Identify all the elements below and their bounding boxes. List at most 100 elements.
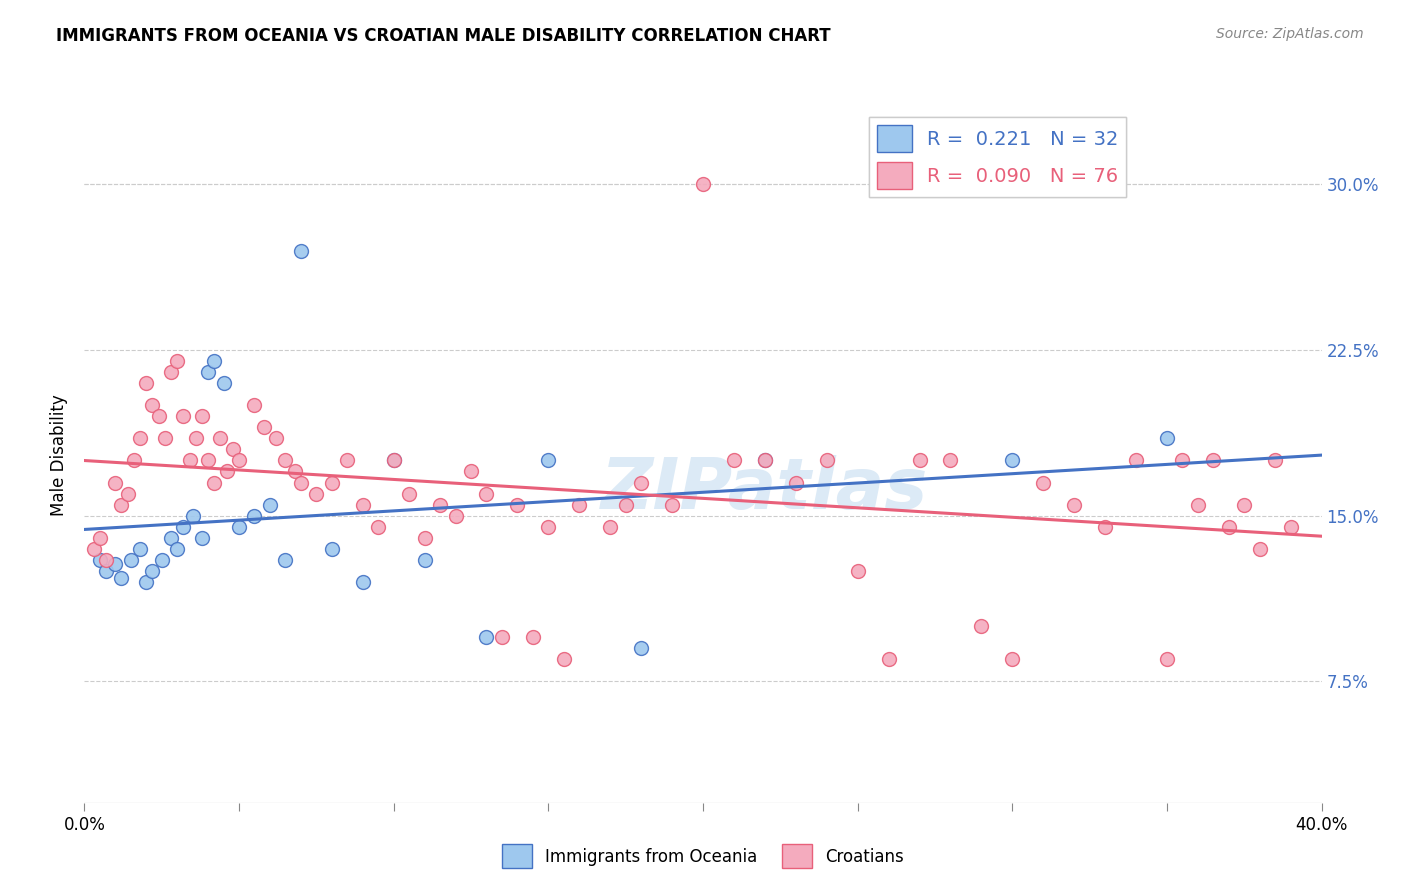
Y-axis label: Male Disability: Male Disability [51, 394, 69, 516]
Point [537, 519, 560, 533]
Point [815, 453, 838, 467]
Point [197, 453, 219, 467]
Point [209, 431, 232, 445]
Point [1094, 519, 1116, 533]
Point [274, 553, 297, 567]
Point [398, 486, 420, 500]
Point [141, 398, 163, 412]
Point [110, 498, 132, 512]
Point [475, 486, 498, 500]
Text: Source: ZipAtlas.com: Source: ZipAtlas.com [1216, 27, 1364, 41]
Point [553, 652, 575, 666]
Point [599, 519, 621, 533]
Point [89, 553, 111, 567]
Point [367, 519, 389, 533]
Point [1249, 541, 1271, 556]
Point [321, 541, 343, 556]
Point [153, 431, 176, 445]
Point [94, 564, 117, 578]
Point [191, 531, 214, 545]
Point [83, 541, 105, 556]
Point [202, 354, 225, 368]
Point [274, 453, 297, 467]
Point [630, 475, 652, 490]
Point [110, 570, 132, 584]
Point [692, 178, 714, 192]
Point [1233, 498, 1256, 512]
Point [382, 453, 405, 467]
Point [215, 465, 238, 479]
Point [1032, 475, 1054, 490]
Point [1218, 519, 1240, 533]
Point [939, 453, 962, 467]
Point [172, 519, 194, 533]
Point [491, 630, 513, 644]
Point [1156, 652, 1178, 666]
Point [181, 508, 204, 523]
Point [413, 531, 436, 545]
Point [150, 553, 173, 567]
Point [129, 541, 152, 556]
Point [172, 409, 194, 424]
Point [160, 531, 183, 545]
Point [429, 498, 451, 512]
Point [284, 465, 307, 479]
Point [846, 564, 869, 578]
Point [120, 553, 142, 567]
Point [228, 453, 250, 467]
Point [522, 630, 544, 644]
Point [475, 630, 498, 644]
Point [117, 486, 139, 500]
Point [506, 498, 529, 512]
Point [197, 365, 219, 379]
Point [352, 574, 374, 589]
Point [970, 619, 993, 633]
Point [122, 453, 145, 467]
Point [877, 652, 900, 666]
Point [290, 244, 312, 258]
Point [290, 475, 312, 490]
Point [253, 420, 276, 434]
Point [321, 475, 343, 490]
Point [179, 453, 201, 467]
Point [1156, 431, 1178, 445]
Point [184, 431, 207, 445]
Point [1001, 652, 1024, 666]
Point [661, 498, 683, 512]
Point [264, 431, 287, 445]
Point [444, 508, 467, 523]
Point [1202, 453, 1225, 467]
Point [754, 453, 776, 467]
Point [166, 541, 188, 556]
Point [413, 553, 436, 567]
Point [1187, 498, 1209, 512]
Point [785, 475, 807, 490]
Legend: R =  0.221   N = 32, R =  0.090   N = 76: R = 0.221 N = 32, R = 0.090 N = 76 [869, 117, 1126, 197]
Point [723, 453, 745, 467]
Point [129, 431, 152, 445]
Point [305, 486, 328, 500]
Point [160, 365, 183, 379]
Point [352, 498, 374, 512]
Legend: Immigrants from Oceania, Croatians: Immigrants from Oceania, Croatians [495, 838, 911, 875]
Point [460, 465, 482, 479]
Point [104, 558, 127, 572]
Point [191, 409, 214, 424]
Text: ZIPatlas: ZIPatlas [602, 455, 928, 524]
Point [243, 508, 266, 523]
Point [212, 376, 235, 391]
Point [202, 475, 225, 490]
Point [1001, 453, 1024, 467]
Point [135, 376, 157, 391]
Point [166, 354, 188, 368]
Point [908, 453, 931, 467]
Point [1279, 519, 1302, 533]
Point [243, 398, 266, 412]
Point [336, 453, 359, 467]
Point [1264, 453, 1286, 467]
Point [754, 453, 776, 467]
Point [614, 498, 637, 512]
Point [537, 453, 560, 467]
Point [89, 531, 111, 545]
Point [104, 475, 127, 490]
